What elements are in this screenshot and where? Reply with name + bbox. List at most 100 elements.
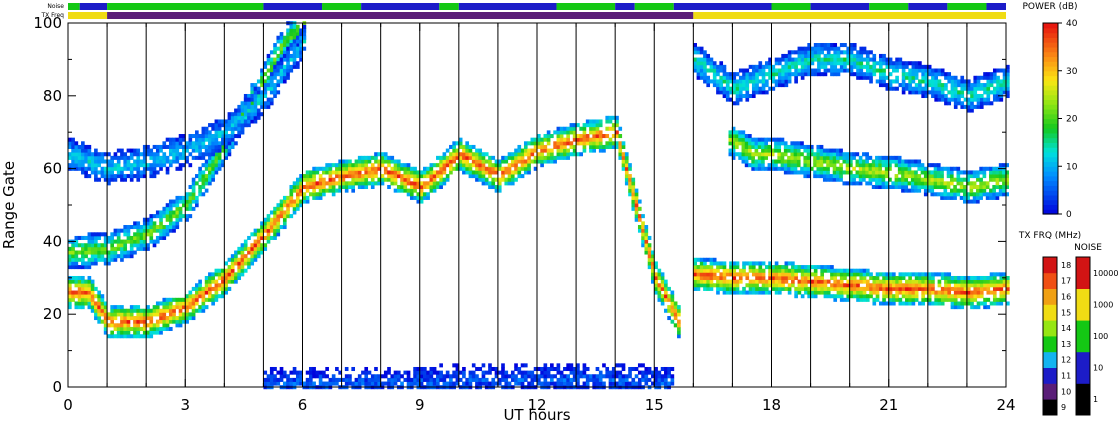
scatter-cell [758, 68, 763, 73]
scatter-cell [263, 228, 268, 233]
scatter-cell [74, 283, 79, 288]
scatter-cell [322, 170, 326, 175]
scatter-cell [856, 64, 860, 69]
scatter-cell [934, 72, 939, 77]
scatter-cell [312, 370, 316, 375]
noise-strip-segment [107, 3, 264, 10]
scatter-cell [501, 366, 505, 372]
scatter-cell [260, 221, 264, 226]
scatter-cell [631, 188, 636, 193]
scatter-cell [416, 181, 421, 186]
scatter-cell [855, 159, 860, 164]
scatter-cell [885, 86, 890, 91]
scatter-cell [872, 64, 877, 69]
scatter-cell [533, 137, 538, 142]
scatter-cell [882, 301, 886, 306]
scatter-cell [309, 170, 313, 175]
scatter-cell [71, 279, 75, 284]
scatter-cell [839, 148, 843, 153]
scatter-cell [800, 68, 805, 73]
scatter-cell [221, 286, 225, 291]
scatter-cell [592, 134, 597, 139]
scatter-cell [996, 297, 1000, 302]
scatter-cell [429, 374, 434, 379]
scatter-cell [175, 206, 180, 211]
scatter-cell [755, 68, 759, 73]
scatter-cell [1006, 64, 1010, 69]
scatter-cell [97, 254, 101, 259]
scatter-cell [279, 374, 284, 379]
scatter-cell [944, 294, 948, 299]
scatter-cell [950, 97, 955, 102]
scatter-cell [227, 141, 232, 146]
scatter-cell [543, 159, 548, 164]
scatter-cell [940, 83, 945, 88]
scatter-cell [370, 374, 375, 379]
scatter-cell [419, 199, 424, 204]
scatter-cell [944, 286, 948, 291]
scatter-cell [211, 297, 215, 302]
scatter-cell [266, 374, 271, 379]
scatter-cell [983, 305, 987, 310]
scatter-cell [934, 294, 939, 299]
scatter-cell [982, 166, 987, 171]
scatter-cell [819, 152, 824, 157]
scatter-cell [947, 294, 952, 299]
scatter-cell [462, 166, 466, 171]
scatter-cell [791, 261, 795, 266]
scatter-cell [81, 243, 85, 248]
scatter-cell [142, 323, 147, 328]
scatter-cell [901, 163, 905, 168]
scatter-cell [810, 53, 815, 58]
scatter-cell [282, 46, 287, 51]
scatter-cell [742, 265, 746, 270]
scatter-cell [882, 290, 886, 295]
scatter-cell [637, 206, 642, 211]
scatter-cell [234, 134, 238, 139]
scatter-cell [208, 286, 212, 291]
scatter-cell [673, 312, 678, 317]
scatter-cell [475, 166, 479, 171]
scatter-cell [992, 275, 997, 281]
scatter-cell [185, 144, 189, 149]
scatter-cell [953, 305, 958, 310]
scatter-cell [940, 72, 945, 77]
scatter-cell [934, 93, 939, 99]
scatter-cell [390, 181, 395, 186]
scatter-cell [989, 90, 994, 95]
scatter-cell [103, 257, 108, 262]
scatter-cell [936, 163, 941, 168]
scatter-cell [367, 159, 372, 164]
scatter-cell [159, 221, 163, 226]
scatter-cell [429, 184, 434, 190]
scatter-cell [409, 195, 414, 200]
scatter-cell [133, 225, 137, 230]
scatter-cell [885, 301, 890, 306]
scatter-cell [237, 275, 242, 281]
scatter-cell [520, 377, 525, 382]
scatter-cell [751, 159, 755, 164]
scatter-cell [563, 374, 567, 379]
scatter-cell [221, 294, 225, 299]
scatter-cell [878, 166, 882, 171]
scatter-cell [911, 290, 916, 295]
scatter-cell [152, 243, 157, 248]
scatter-cell [279, 206, 284, 211]
scatter-cell [804, 268, 808, 273]
scatter-cell [523, 377, 528, 382]
scatter-cell [595, 377, 600, 382]
scatter-cell [338, 377, 342, 382]
scatter-cell [247, 265, 251, 270]
scatter-cell [94, 286, 98, 291]
scatter-cell [331, 381, 336, 386]
scatter-cell [992, 188, 996, 193]
scatter-cell [377, 181, 382, 186]
scatter-cell [103, 152, 108, 157]
scatter-cell [260, 93, 264, 99]
scatter-cell [793, 141, 798, 146]
scatter-cell [843, 50, 847, 55]
scatter-cell [295, 199, 300, 204]
scatter-cell [693, 286, 697, 291]
scatter-cell [68, 265, 72, 270]
scatter-cell [364, 377, 369, 382]
